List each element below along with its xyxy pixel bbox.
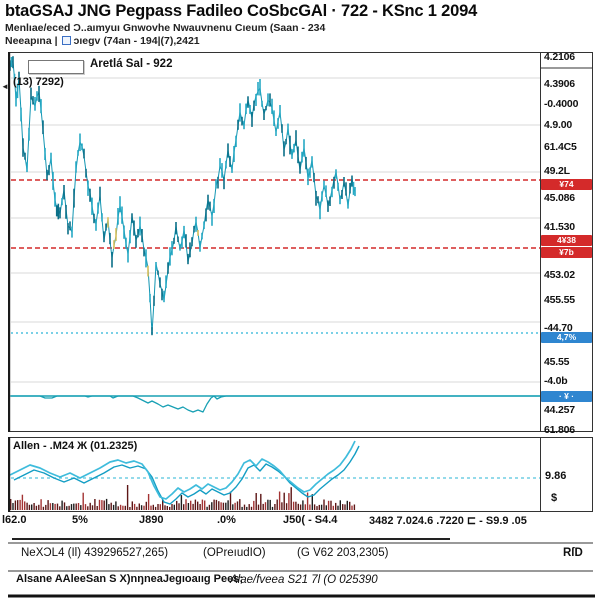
y-axis-label: 45.55 <box>544 356 570 368</box>
window-title: btaGSAJ JNG Pegpass Fadileo CoSbcGAl · 7… <box>5 2 478 20</box>
y-axis-label: 4.2106 <box>544 51 575 63</box>
y-axis-label: 453.02 <box>544 269 575 281</box>
y-axis-label: 4.9.00 <box>544 119 572 131</box>
price-tag: ¥7b <box>541 246 592 258</box>
price-tag: ¥74 <box>541 178 592 190</box>
y-axis-label: -4.0b <box>544 375 568 387</box>
status-item: NeXƆL4 (Il) 439296527,265) <box>21 547 169 559</box>
chart-toolbar-line: Neeapına | ɔıegv (74an - 194|(7),2421 <box>5 35 200 47</box>
price-tag: 4,7% <box>541 331 592 343</box>
toolbar-prefix-label: Neeapına | <box>5 35 58 47</box>
x-axis-label: 5% <box>72 514 88 526</box>
price-tag: · ¥ · <box>541 390 592 402</box>
y-axis-label: 41.530 <box>544 221 575 233</box>
y-axis-label: 4.3906 <box>544 78 575 90</box>
toolbar-suffix-label: ɔıegv (74an - 194|(7),2421 <box>73 35 200 47</box>
price-tag: 4¥38 <box>541 234 592 246</box>
y-axis-label: 44.257 <box>544 404 575 416</box>
x-axis-label: .0% <box>217 514 236 526</box>
y-axis-label: 45.086 <box>544 192 575 204</box>
y-axis-label: 455.55 <box>544 294 575 306</box>
status-item: (G V62 203,2305) <box>297 547 389 559</box>
legend-button[interactable] <box>28 60 84 74</box>
status-item: (OPreıudIO) <box>203 547 266 559</box>
oscillator-axis-symbol: $ <box>551 492 558 504</box>
series-legend-title: Aretlá Sal - 922 <box>90 58 173 70</box>
chart-subtitle: Menlıae/eced Ɔ..aımyuı Gnwovhe Nwauvnenu… <box>5 22 326 34</box>
oscillator-axis-value: 9.86 <box>545 470 567 482</box>
x-axis-label: l62.0 <box>2 514 27 526</box>
y-axis-label: 61.806 <box>544 424 575 436</box>
oscillator-legend: Allen - .M24 Ж (01.2325) <box>13 440 138 452</box>
x-axis-label: J50( - S4.4 <box>283 514 338 526</box>
y-axis-label: 61.4C5 <box>544 141 577 153</box>
left-marker-icon[interactable]: ◄ <box>1 82 9 91</box>
x-axis-label: J890 <box>139 514 164 526</box>
footer-account-text: Alsane AAleeSan S X)nŋneaJegıoaııg Pees; <box>16 573 244 585</box>
y-axis-label: -44.70 <box>544 322 573 334</box>
footer-info-text: Alae/fveea S21 7l (O 025390 <box>230 574 378 586</box>
y-axis-label: 49.2L <box>544 165 570 177</box>
status-item: RſD <box>563 547 583 559</box>
y-axis-label: -0.4000 <box>544 98 579 110</box>
x-axis-label: 3482 7.024.6 .7220 ⊏ - S9.9 .05 <box>369 515 527 527</box>
series-legend-value: (13) 7292) <box>13 76 64 88</box>
checkbox-icon[interactable] <box>61 36 71 45</box>
